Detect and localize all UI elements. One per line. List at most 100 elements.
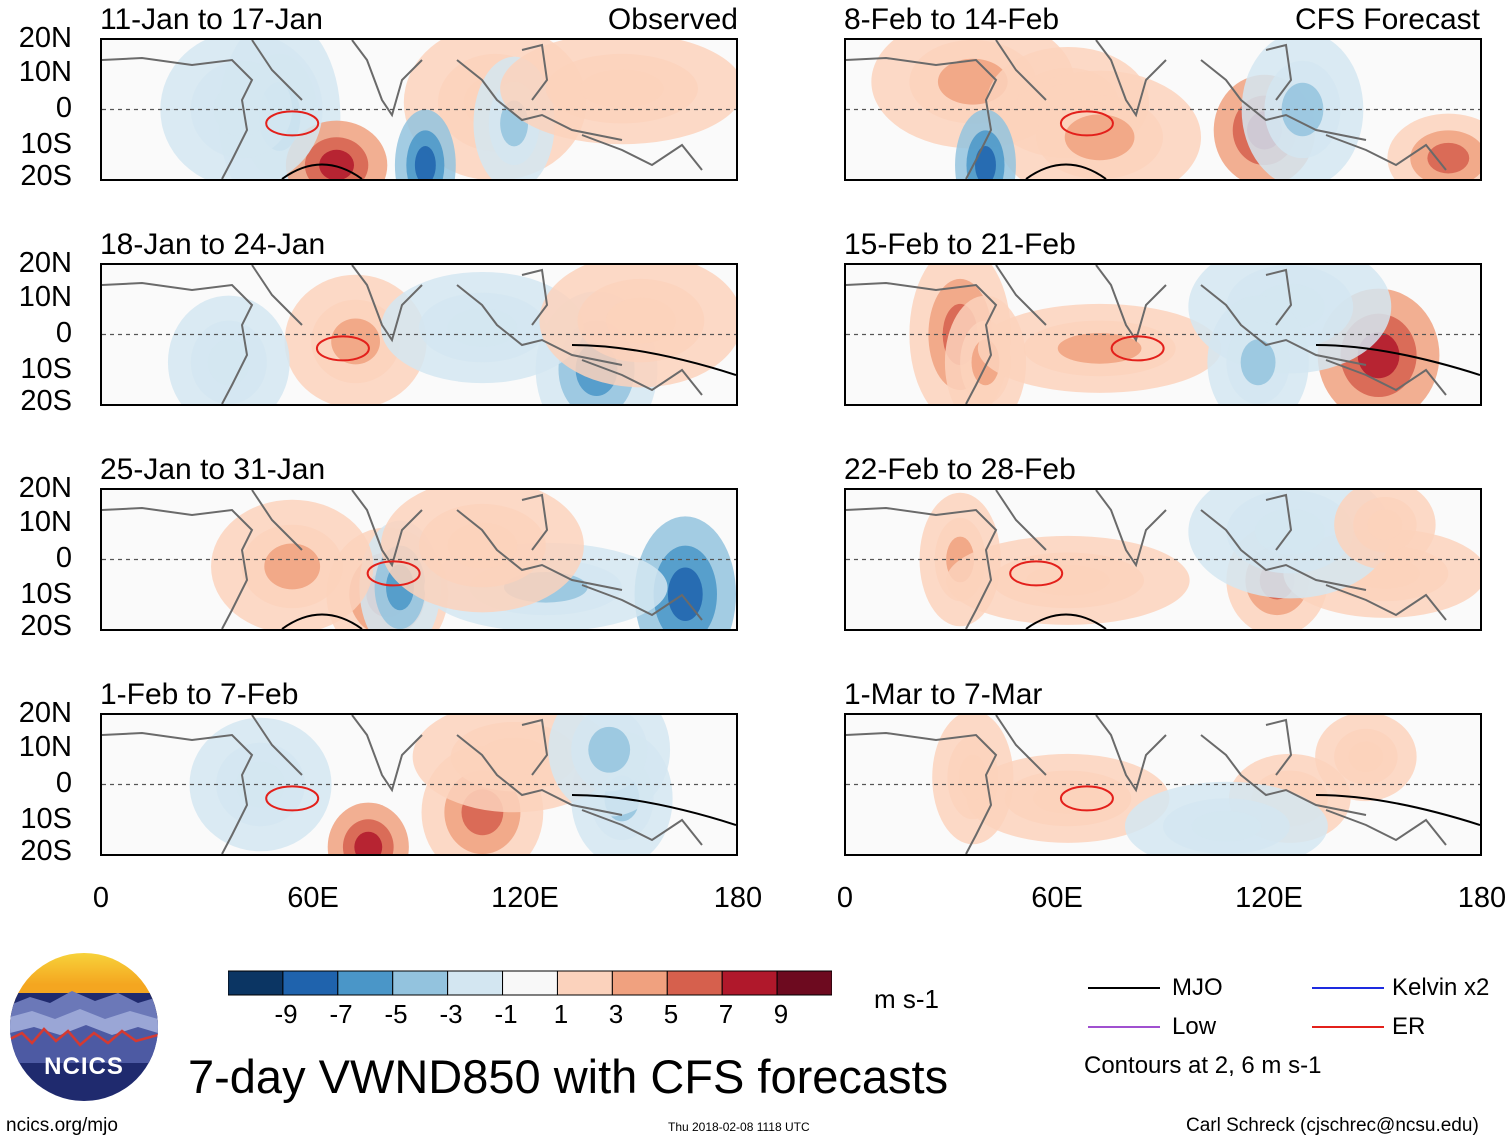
colorbar-units: m s-1 (874, 984, 939, 1014)
wind-anomaly-blob (1033, 783, 1103, 814)
lon-label: 120E (491, 882, 559, 914)
coastline (846, 715, 1447, 854)
lat-label: 10N (18, 281, 72, 313)
map-panel (100, 38, 738, 181)
figure-title: 7-day VWND850 with CFS forecasts (188, 1050, 949, 1103)
wind-anomaly-blob (354, 831, 383, 854)
panel-title: 15-Feb to 21-Feb (844, 228, 1076, 261)
map-field (102, 40, 736, 179)
footer-website[interactable]: ncics.org/mjo (6, 1115, 118, 1136)
wind-anomaly-blob (414, 145, 436, 179)
colorbar-swatch (228, 970, 284, 996)
er-contour (265, 785, 320, 812)
footer-credit: Carl Schreck (cjschrec@ncsu.edu) (1186, 1115, 1479, 1136)
wind-anomaly-blob (331, 318, 381, 365)
colorbar-label: 7 (718, 999, 734, 1029)
lat-label: 0 (55, 92, 72, 124)
wind-anomaly-blob (1427, 142, 1470, 174)
lon-label: 60E (287, 882, 339, 914)
colorbar-swatch (721, 970, 778, 996)
colorbar-label: 5 (663, 999, 679, 1029)
legend-kelvin-label: Kelvin x2 (1392, 974, 1490, 1001)
panel-title: 8-Feb to 14-Feb (844, 3, 1060, 36)
wind-anomaly-blob (1057, 333, 1142, 364)
lon-label: 120E (1235, 882, 1303, 914)
wind-anomaly-blob (447, 308, 518, 347)
legend-mjo-label: MJO (1172, 974, 1223, 1001)
wind-anomaly-blob (667, 567, 703, 622)
mjo-contour (1315, 344, 1480, 376)
wind-anomaly-blob (1026, 565, 1110, 596)
map-field (846, 490, 1480, 629)
lat-label: 10S (20, 128, 72, 160)
mjo-contour (1025, 163, 1107, 179)
map-panel (844, 38, 1482, 181)
coastline (102, 490, 703, 629)
colorbar-swatch (666, 970, 723, 996)
mjo-line-icon (1088, 987, 1160, 989)
lat-label: 10N (18, 56, 72, 88)
mjo-contour (281, 163, 363, 179)
wind-anomaly-blob (580, 69, 664, 108)
wind-anomaly-blob (1240, 339, 1276, 386)
map-field (102, 490, 736, 629)
map-panel (100, 713, 738, 856)
map-field (846, 265, 1480, 404)
lon-label: 0 (92, 882, 110, 914)
colorbar-swatch (776, 970, 832, 996)
lat-label: 0 (55, 767, 72, 799)
coastline (102, 265, 703, 404)
colorbar-label: -5 (384, 999, 408, 1029)
lat-label: 20S (20, 610, 72, 642)
coastline (846, 265, 1447, 404)
lat-label: 0 (55, 542, 72, 574)
wind-anomaly-blob (479, 737, 549, 776)
lat-label: 0 (55, 317, 72, 349)
colorbar-swatch (337, 970, 394, 996)
er-contour (1059, 785, 1114, 812)
wind-anomaly-blob (264, 543, 321, 590)
colorbar-label: 3 (608, 999, 624, 1029)
mjo-contour (571, 794, 736, 826)
panel-tag-observed: Observed (607, 3, 738, 36)
footer-timestamp: Thu 2018-02-08 1118 UTC (668, 1120, 810, 1134)
coastline (102, 715, 703, 854)
lat-label: 10S (20, 578, 72, 610)
map-panel (844, 263, 1482, 406)
colorbar-swatch (392, 970, 449, 996)
legend-er-label: ER (1392, 1013, 1426, 1040)
coastline (846, 490, 1447, 629)
colorbar-label: -3 (439, 999, 463, 1029)
mjo-contour (571, 344, 736, 376)
lat-label: 20S (20, 835, 72, 867)
colorbar-swatch (502, 970, 558, 996)
lat-label: 20N (18, 697, 72, 729)
colorbar-label: 1 (553, 999, 569, 1029)
mjo-contour (1315, 794, 1480, 826)
wind-anomaly-blob (1191, 810, 1262, 842)
lat-label: 10S (20, 353, 72, 385)
colorbar-swatch (447, 970, 504, 996)
map-field (102, 715, 736, 854)
colorbar-label: 9 (773, 999, 789, 1029)
colorbar-swatch (282, 970, 339, 996)
colorbar-swatch (556, 970, 613, 996)
colorbar-label: -1 (494, 999, 518, 1029)
lat-label: 20N (18, 472, 72, 504)
wind-anomaly-blob (975, 145, 996, 179)
wind-anomaly-blob (606, 297, 676, 344)
colorbar-boxes (228, 970, 832, 996)
colorbar-swatch (611, 970, 668, 996)
lat-label: 20N (18, 247, 72, 279)
legend-low-label: Low (1172, 1013, 1217, 1040)
colorbar-label: -7 (329, 999, 353, 1029)
coastline (102, 40, 703, 179)
mjo-contour (281, 613, 363, 629)
er-contour (366, 560, 421, 587)
map-panel (100, 263, 738, 406)
wind-anomaly-blob (447, 522, 518, 569)
logo-text: NCICS (44, 1053, 124, 1080)
ncics-logo: NCICS (10, 953, 158, 1101)
lat-label: 10N (18, 731, 72, 763)
lat-label: 20S (20, 160, 72, 192)
